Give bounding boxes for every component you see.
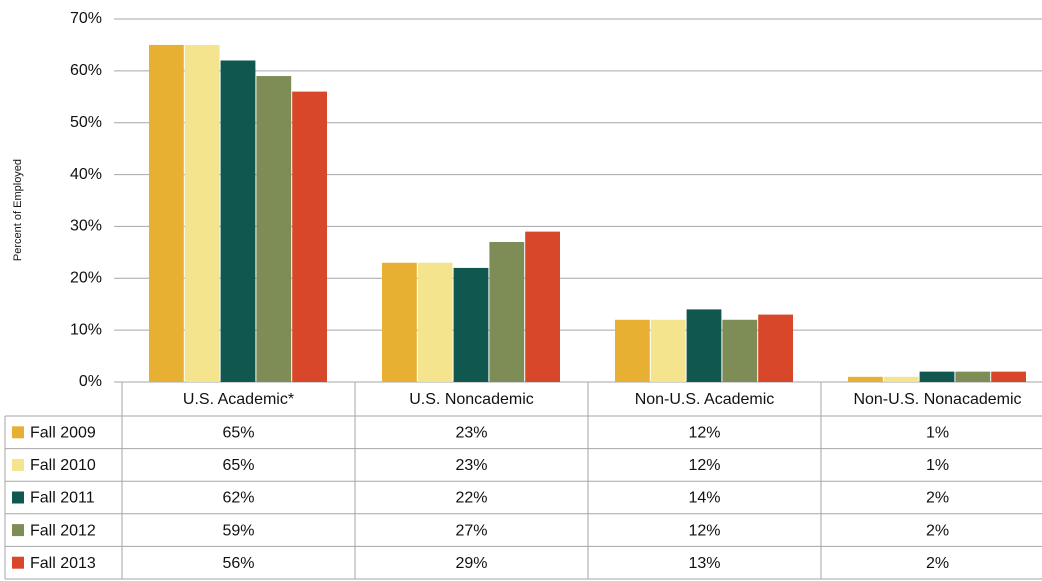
table-cell: 23% [455, 425, 487, 442]
table-cell: 56% [222, 555, 254, 572]
bar [686, 309, 722, 382]
y-tick-label: 30% [70, 218, 102, 235]
bar [848, 376, 883, 382]
table-cell: 1% [926, 457, 949, 474]
bar [220, 60, 256, 382]
table-cell: 23% [455, 457, 487, 474]
table-cell: 2% [926, 555, 949, 572]
table-cell: 65% [222, 425, 254, 442]
bar [991, 371, 1026, 382]
bar [722, 319, 758, 382]
table-header: Non-U.S. Nonacademic [853, 391, 1021, 408]
table-cell: 62% [222, 490, 254, 507]
table-cell: 12% [688, 522, 720, 539]
legend-label: Fall 2009 [30, 425, 96, 442]
bar [919, 371, 955, 382]
bar [382, 262, 417, 382]
table-header: Non-U.S. Academic [635, 391, 775, 408]
legend-label: Fall 2012 [30, 522, 96, 539]
bar [615, 319, 650, 382]
legend-label: Fall 2010 [30, 457, 96, 474]
table-cell: 22% [455, 490, 487, 507]
legend-swatch [12, 458, 24, 471]
y-tick-label: 40% [70, 166, 102, 183]
bar [149, 44, 184, 383]
bar [256, 76, 292, 383]
table-cell: 27% [455, 522, 487, 539]
table-cell: 1% [926, 425, 949, 442]
legend-swatch [12, 426, 24, 439]
y-tick-label: 70% [70, 10, 102, 27]
y-tick-label: 10% [70, 321, 102, 338]
y-tick-label: 0% [79, 373, 102, 390]
table-cell: 2% [926, 522, 949, 539]
bar [525, 231, 560, 382]
bar [955, 371, 991, 382]
bar [883, 376, 919, 382]
legend-swatch [12, 491, 24, 504]
y-tick-label: 20% [70, 270, 102, 287]
y-tick-label: 50% [70, 114, 102, 131]
table-cell: 13% [688, 555, 720, 572]
legend-swatch [12, 556, 24, 569]
bar [758, 314, 793, 382]
bar [650, 319, 686, 382]
y-tick-label: 60% [70, 62, 102, 79]
table-cell: 2% [926, 490, 949, 507]
table-cell: 12% [688, 457, 720, 474]
legend-label: Fall 2011 [30, 490, 95, 507]
table-cell: 12% [688, 425, 720, 442]
legend-swatch [12, 524, 24, 537]
legend-label: Fall 2013 [30, 555, 96, 572]
table-cell: 29% [455, 555, 487, 572]
bar [292, 91, 327, 382]
bar [184, 44, 220, 383]
table-cell: 59% [222, 522, 254, 539]
bar [489, 241, 525, 382]
bar [417, 262, 453, 382]
table-header: U.S. Academic* [183, 391, 294, 408]
table-cell: 14% [688, 490, 720, 507]
table-header: U.S. Noncademic [409, 391, 534, 408]
table-cell: 65% [222, 457, 254, 474]
y-axis-label: Percent of Employed [12, 159, 24, 261]
bar [453, 267, 489, 382]
